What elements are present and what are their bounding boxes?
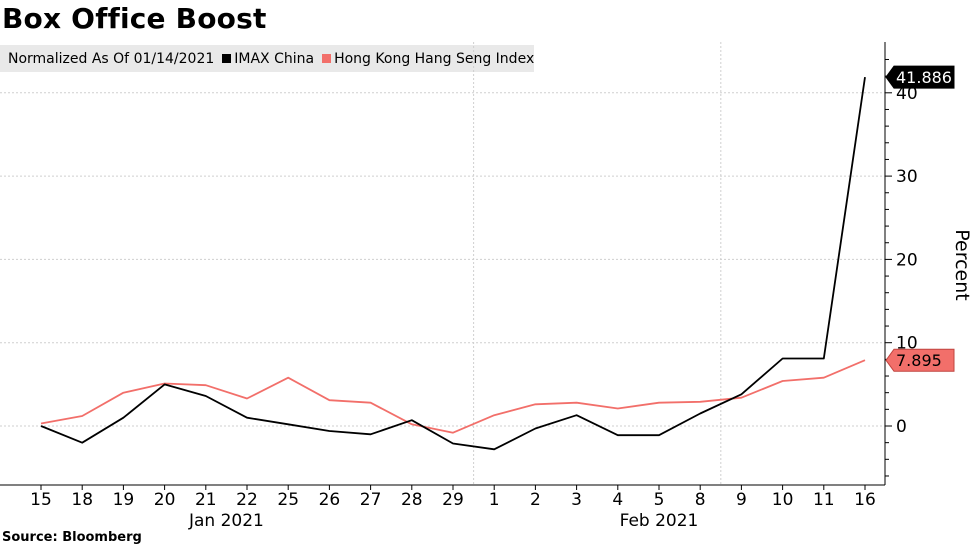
x-tick-label: 18	[71, 490, 93, 510]
series-line-imax	[40, 76, 866, 451]
x-tick-label: 29	[442, 490, 464, 510]
x-tick-label: 20	[154, 490, 176, 510]
value-flags: 41.886 7.895	[885, 65, 955, 372]
x-month-label: Feb 2021	[620, 511, 699, 531]
legend-label-imax: IMAX China	[234, 50, 315, 67]
flag-value-label: 41.886	[896, 68, 952, 87]
x-month-label: Jan 2021	[188, 511, 264, 531]
flag-shape	[885, 348, 955, 372]
y-tick-label: 10	[896, 334, 918, 354]
x-tick-label: 4	[612, 490, 623, 510]
chart-title: Box Office Boost	[2, 2, 267, 35]
x-tick-label: 21	[195, 490, 217, 510]
x-tick-label: 11	[813, 490, 835, 510]
x-tick-label: 25	[277, 490, 299, 510]
x-tick-label: 22	[236, 490, 258, 510]
y-tick-label: 0	[896, 417, 907, 437]
flag-shape	[885, 65, 955, 89]
x-tick-label: 5	[654, 490, 665, 510]
y-tick-label: 30	[896, 167, 918, 187]
flag-hang-seng: 7.895	[885, 348, 955, 372]
x-tick-label: 27	[360, 490, 382, 510]
x-tick-label: 15	[30, 490, 52, 510]
x-tick-label: 10	[772, 490, 794, 510]
source-note: Source: Bloomberg	[2, 530, 142, 545]
y-tick-label: 20	[896, 250, 918, 270]
flag-value-label: 7.895	[896, 351, 942, 370]
legend-item-hang-seng: Hong Kong Hang Seng Index	[322, 51, 534, 67]
grid	[0, 42, 885, 485]
x-tick-label: 16	[854, 490, 876, 510]
series-group	[40, 76, 866, 451]
flag-imax: 41.886	[885, 65, 955, 89]
x-tick-label: 9	[736, 490, 747, 510]
legend-subtitle: Normalized As Of 01/14/2021	[8, 50, 215, 67]
legend-swatch-hang-seng	[322, 54, 332, 63]
x-tick-label: 2	[530, 490, 541, 510]
x-tick-label: 8	[695, 490, 706, 510]
legend: Normalized As Of 01/14/2021 IMAX China H…	[0, 45, 534, 72]
y-axis-label: Percent	[951, 229, 973, 301]
y-tick-label: 40	[896, 84, 918, 104]
series-line-hang-seng	[40, 359, 866, 434]
x-tick-label: 3	[571, 490, 582, 510]
axes: 0 10 20 30 40 15 18 19 20 21 22 25 26 27 28 29 1 2 3 4 5 8 9 10…	[0, 42, 918, 531]
legend-label-hang-seng: Hong Kong Hang Seng Index	[334, 50, 535, 67]
legend-item-imax: IMAX China	[222, 51, 314, 67]
x-tick-label: 28	[401, 490, 423, 510]
x-tick-label: 19	[113, 490, 135, 510]
x-tick-label: 26	[319, 490, 341, 510]
legend-swatch-imax	[222, 54, 232, 63]
x-tick-label: 1	[489, 490, 500, 510]
